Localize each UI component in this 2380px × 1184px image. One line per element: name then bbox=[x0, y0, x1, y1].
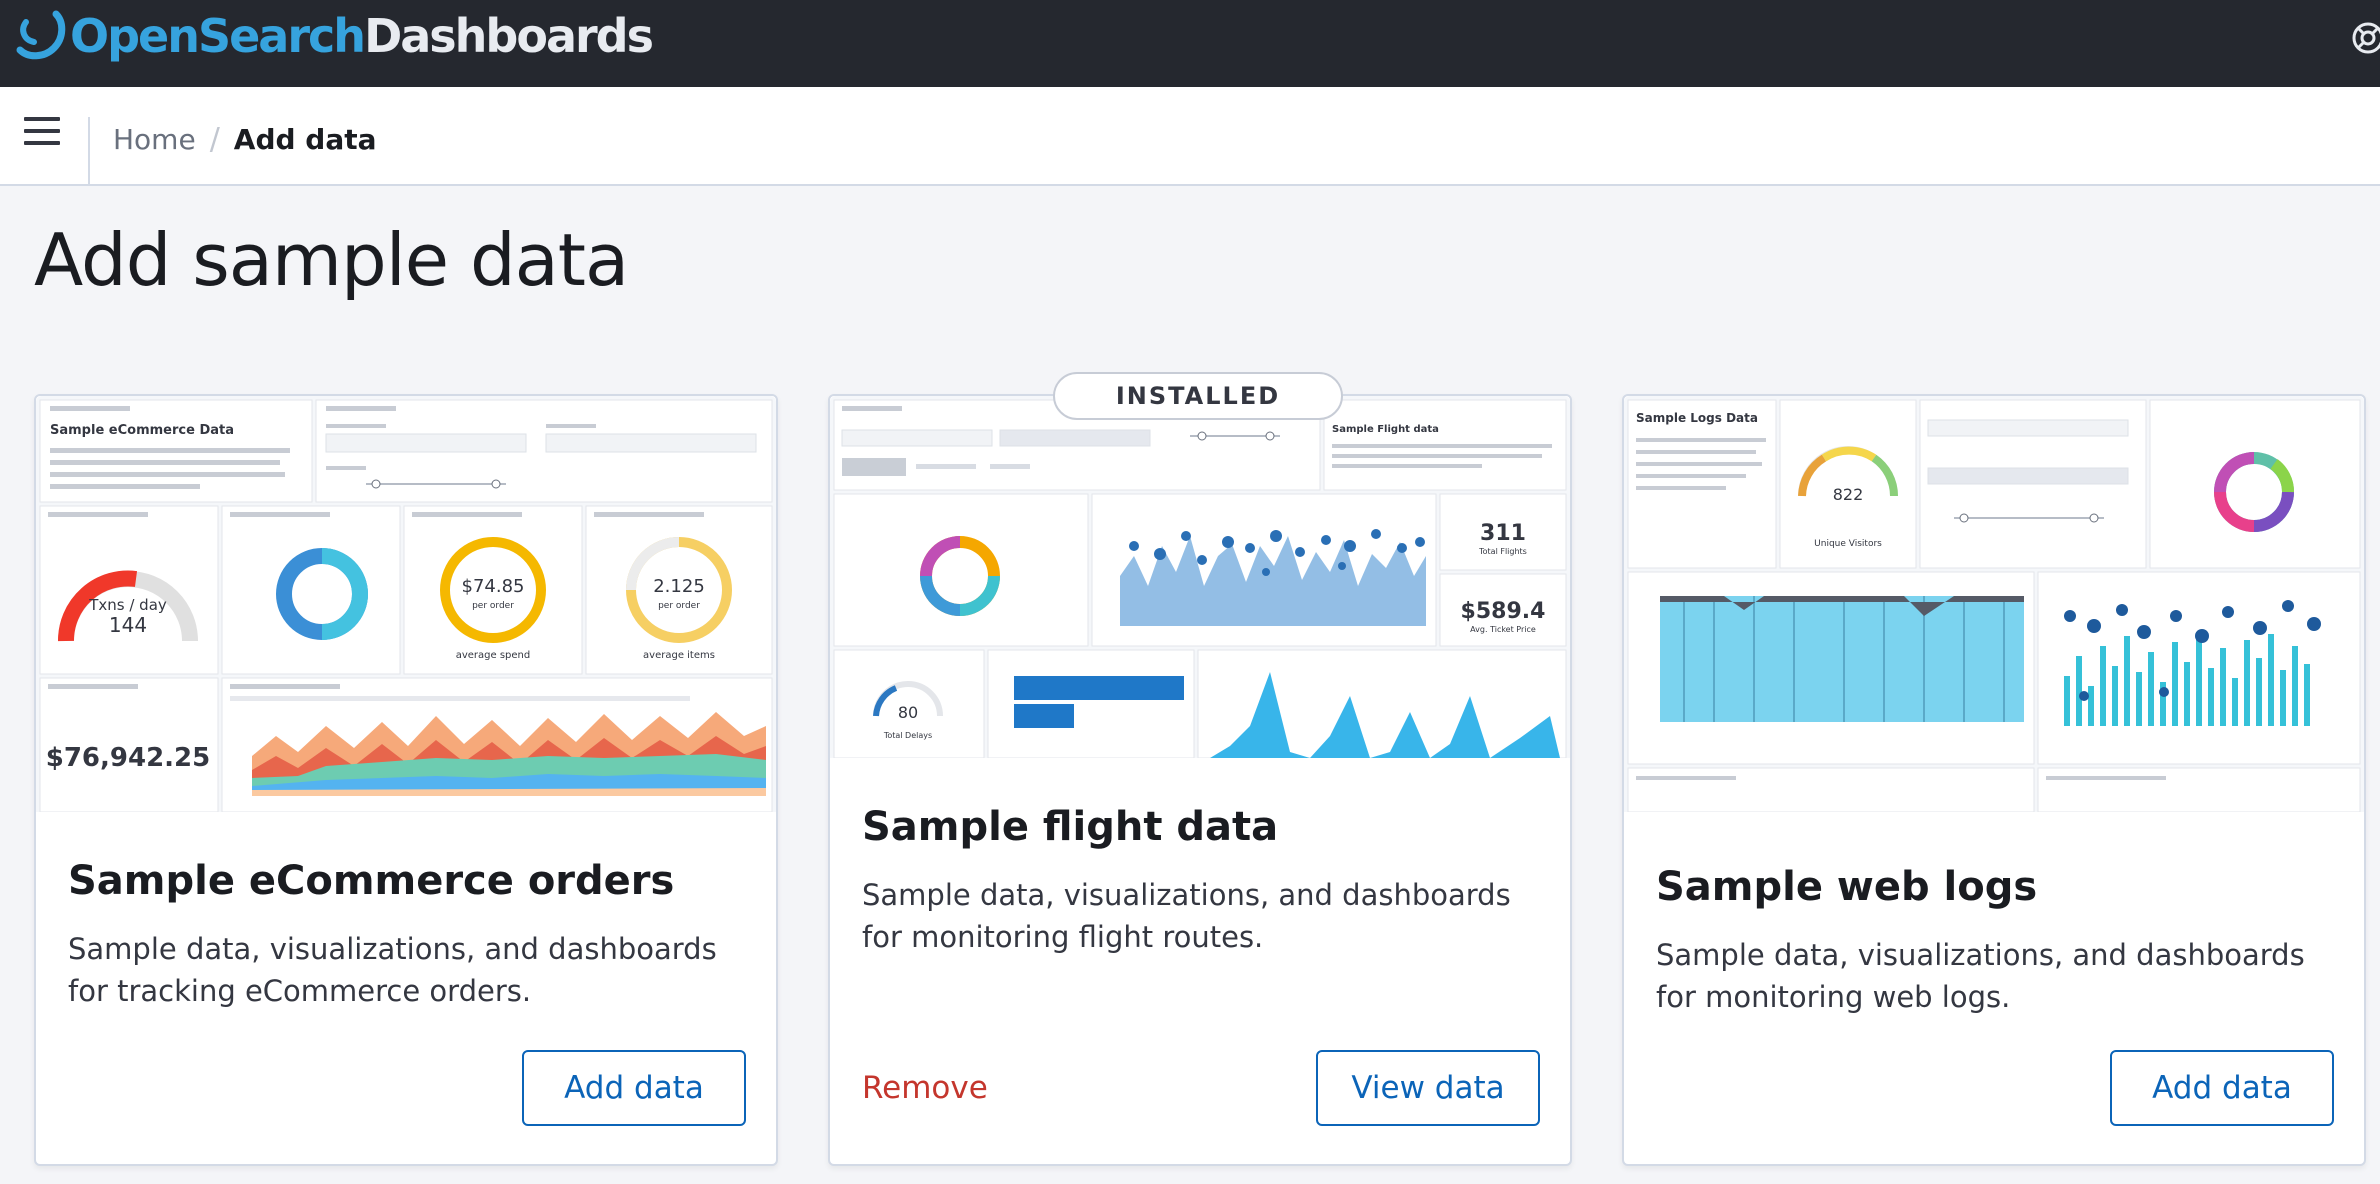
preview-kpi-label: Txns / day bbox=[88, 596, 167, 614]
card-title: Sample web logs bbox=[1656, 864, 2038, 910]
preview-kpi-value: 144 bbox=[109, 613, 147, 637]
opensearch-mark-icon bbox=[16, 10, 66, 60]
breadcrumb-current: Add data bbox=[233, 122, 377, 156]
card-title: Sample eCommerce orders bbox=[68, 858, 675, 904]
lifebuoy-help-icon bbox=[2352, 22, 2380, 54]
preview-avg-qty-sub: per order bbox=[658, 601, 700, 611]
installed-badge: INSTALLED bbox=[1053, 372, 1343, 420]
card-description: Sample data, visualizations, and dashboa… bbox=[68, 932, 717, 1008]
hamburger-icon-line bbox=[24, 141, 60, 145]
card-description: Sample data, visualizations, and dashboa… bbox=[1656, 938, 2305, 1014]
breadcrumb-separator: / bbox=[209, 121, 220, 157]
sample-card-ecommerce: Sample eCommerce Data Txns / day 144 bbox=[34, 394, 778, 1166]
preview-total-flights: 311 bbox=[1480, 521, 1526, 546]
preview-avg-qty-caption: average items bbox=[643, 650, 715, 661]
preview-avg-qty: 2.125 bbox=[653, 576, 705, 597]
ecommerce-dashboard-preview-image: Sample eCommerce Data Txns / day 144 bbox=[36, 396, 776, 812]
flight-dashboard-preview-image: Sample Flight data 311 Total Fl bbox=[830, 396, 1570, 758]
preview-revenue: $76,942.25 bbox=[46, 743, 210, 773]
card-description: Sample data, visualizations, and dashboa… bbox=[862, 878, 1511, 954]
preview-total-flights-label: Total Flights bbox=[1478, 547, 1527, 556]
preview-logs-markdown-title: Sample Logs Data bbox=[1636, 411, 1758, 425]
breadcrumb-bar: Home / Add data bbox=[0, 87, 2380, 186]
preview-unique-visitors: 822 bbox=[1833, 485, 1864, 504]
preview-total-delays: 80 bbox=[898, 703, 918, 722]
help-menu-button[interactable] bbox=[2340, 14, 2380, 58]
header-divider bbox=[88, 117, 90, 184]
preview-flight-avg-price-label: Avg. Ticket Price bbox=[1470, 625, 1536, 634]
sample-card-flights: INSTALLED Sample Flight data bbox=[828, 372, 1572, 1166]
preview-unique-visitors-label: Unique Visitors bbox=[1814, 539, 1882, 549]
preview-avg-price: $74.85 bbox=[462, 576, 525, 597]
page-title: Add sample data bbox=[34, 218, 629, 302]
remove-data-link[interactable]: Remove bbox=[862, 1070, 988, 1106]
preview-instructions-title: Sample Flight data bbox=[1332, 424, 1439, 435]
add-data-button[interactable]: Add data bbox=[2110, 1050, 2334, 1126]
hamburger-icon-line bbox=[24, 129, 60, 133]
logo-text-dashboards: Dashboards bbox=[364, 9, 654, 63]
view-data-button[interactable]: View data bbox=[1316, 1050, 1540, 1126]
opensearch-logo[interactable]: OpenSearchDashboards bbox=[16, 6, 654, 66]
breadcrumb: Home / Add data bbox=[113, 117, 377, 161]
hamburger-icon-line bbox=[24, 117, 60, 121]
add-data-button[interactable]: Add data bbox=[522, 1050, 746, 1126]
preview-total-delays-label: Total Delays bbox=[883, 731, 932, 740]
preview-avg-price-caption: average spend bbox=[456, 650, 531, 661]
sample-card-web-logs: Sample Logs Data 822 Unique Visitors bbox=[1622, 394, 2366, 1166]
preview-markdown-title: Sample eCommerce Data bbox=[50, 423, 234, 438]
top-navigation-bar: OpenSearchDashboards bbox=[0, 0, 2380, 87]
preview-avg-price-sub: per order bbox=[472, 601, 514, 611]
preview-flight-avg-price: $589.4 bbox=[1461, 599, 1546, 624]
breadcrumb-home-link[interactable]: Home bbox=[113, 122, 196, 156]
logs-dashboard-preview-image: Sample Logs Data 822 Unique Visitors bbox=[1624, 396, 2364, 812]
menu-toggle-button[interactable] bbox=[24, 117, 60, 147]
card-title: Sample flight data bbox=[862, 804, 1279, 850]
logo-text-opensearch: OpenSearch bbox=[70, 9, 366, 63]
